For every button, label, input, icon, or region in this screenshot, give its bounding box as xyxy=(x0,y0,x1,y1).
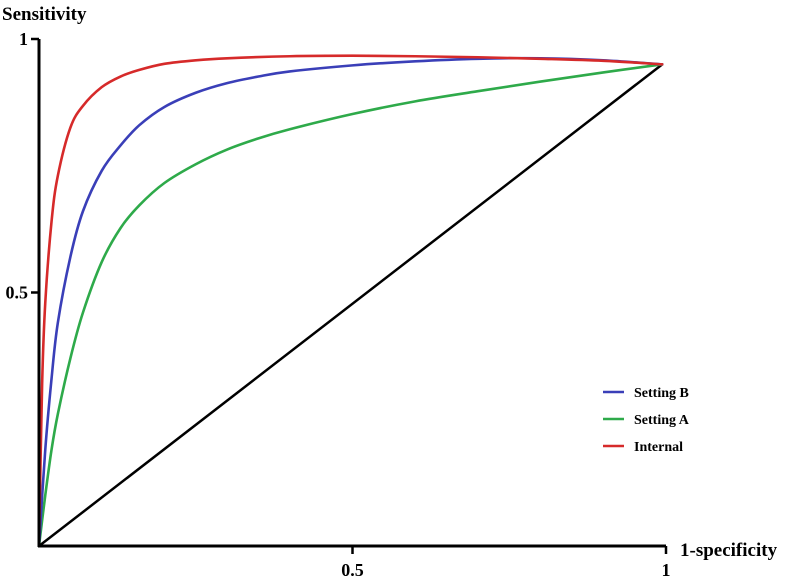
legend-label-setting-b: Setting B xyxy=(634,386,689,401)
legend-label-setting-a: Setting A xyxy=(634,413,690,428)
ticks-layer: 0.5 1 0.5 1 xyxy=(6,29,671,580)
y-axis-title: Sensitivity xyxy=(2,4,87,25)
series-line-setting-b xyxy=(37,56,664,548)
x-tick-label: 1 xyxy=(662,560,671,580)
reference-diagonal-line xyxy=(38,63,664,547)
x-tick-label: 0.5 xyxy=(341,560,364,580)
legend: Setting B Setting A Internal xyxy=(603,386,690,455)
y-tick-label: 1 xyxy=(19,29,28,49)
y-tick-label: 0.5 xyxy=(6,283,29,303)
curves-layer xyxy=(37,54,664,548)
x-axis-title: 1-specificity xyxy=(680,540,778,561)
legend-label-internal: Internal xyxy=(634,440,683,455)
series-line-setting-a xyxy=(37,63,664,548)
series-line-internal xyxy=(37,54,664,548)
